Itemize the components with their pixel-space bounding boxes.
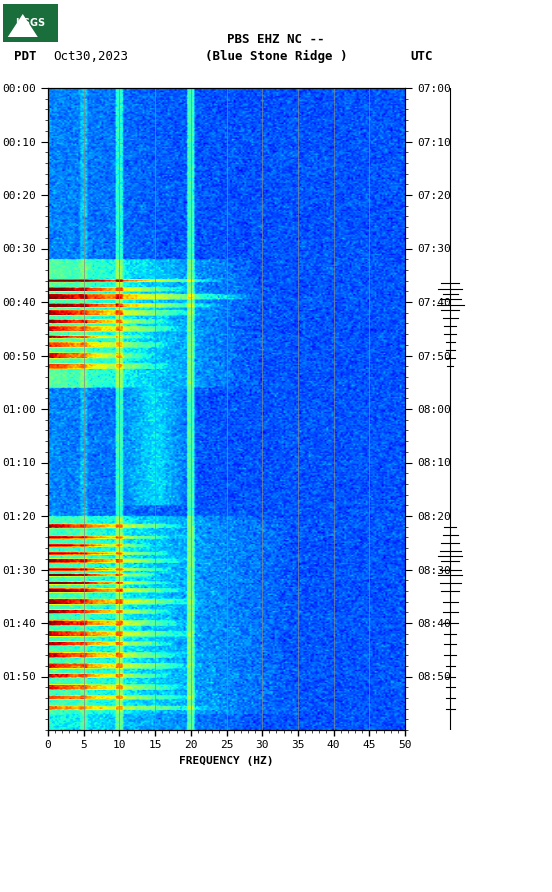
X-axis label: FREQUENCY (HZ): FREQUENCY (HZ)	[179, 756, 274, 766]
Text: USGS: USGS	[15, 18, 45, 28]
Text: Oct30,2023: Oct30,2023	[54, 50, 129, 63]
Text: UTC: UTC	[411, 50, 433, 63]
Text: PBS EHZ NC --: PBS EHZ NC --	[227, 33, 325, 46]
Polygon shape	[8, 14, 38, 37]
Text: PDT: PDT	[14, 50, 37, 63]
Text: (Blue Stone Ridge ): (Blue Stone Ridge )	[205, 50, 347, 63]
